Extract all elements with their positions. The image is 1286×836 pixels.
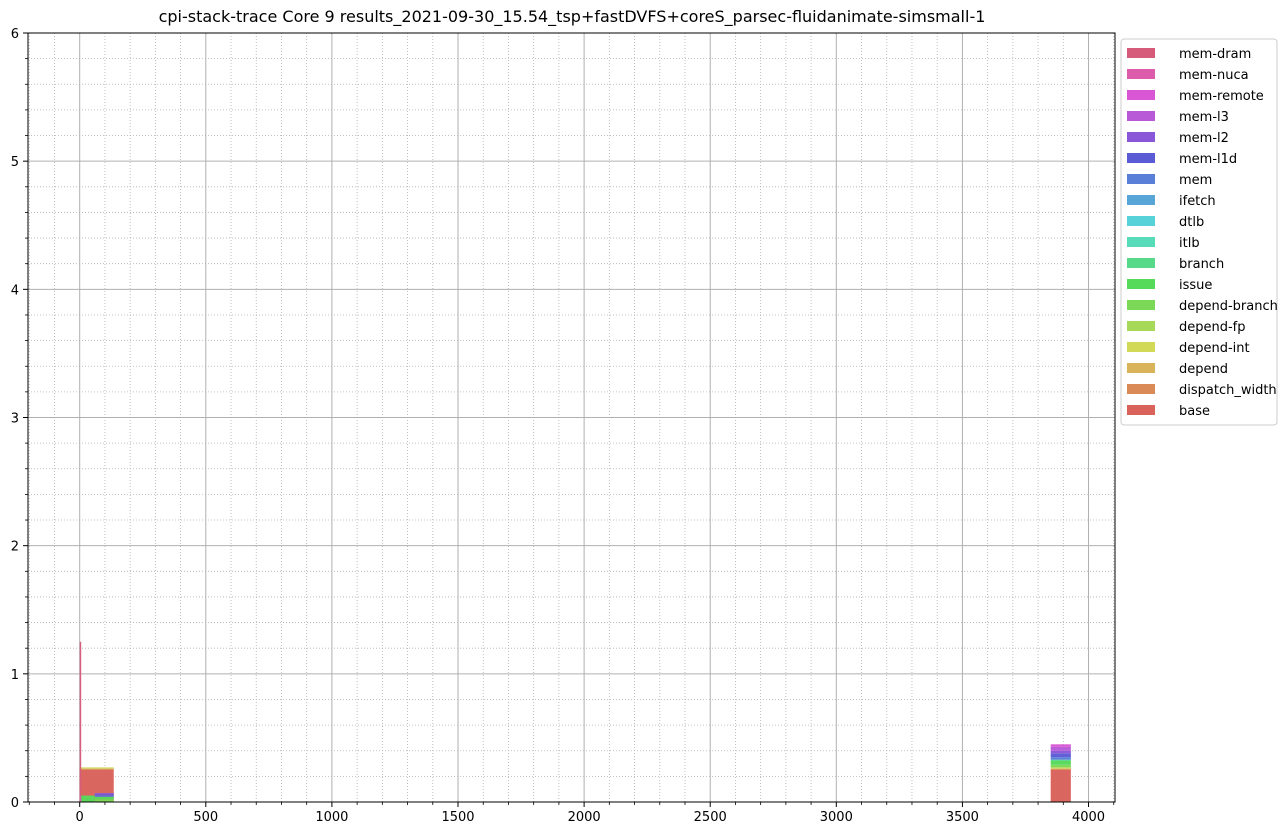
area-segment-mem-nuca: [79, 795, 82, 802]
x-tick-label: 0: [76, 810, 84, 825]
x-tick-label: 1500: [441, 810, 474, 825]
legend-label: issue: [1179, 278, 1212, 293]
legend: mem-dram mem-nuca mem-remote mem-l3 mem-l2 me…: [1120, 38, 1278, 426]
legend-swatch: [1127, 132, 1155, 142]
legend-swatch: [1127, 216, 1155, 226]
legend-swatch: [1127, 342, 1155, 352]
area-segment-issue: [80, 795, 95, 802]
legend-swatch: [1127, 90, 1155, 100]
legend-label: depend-fp: [1179, 320, 1246, 335]
legend-label: mem-l2: [1179, 131, 1229, 146]
major-grid: [28, 32, 1115, 803]
legend-swatch: [1127, 405, 1155, 415]
x-tick-label: 2000: [568, 810, 601, 825]
legend-swatch: [1127, 363, 1155, 373]
legend-swatch: [1127, 111, 1155, 121]
legend-label: dispatch_width: [1179, 383, 1277, 398]
area-segment-mem-l2: [94, 793, 114, 795]
legend-swatch: [1127, 69, 1155, 79]
legend-label: itlb: [1179, 236, 1200, 251]
legend-label: mem: [1179, 173, 1212, 188]
y-tick-label: 4: [11, 283, 19, 298]
legend-label: branch: [1179, 257, 1224, 272]
legend-label: mem-dram: [1179, 47, 1251, 62]
y-tick-label: 1: [11, 668, 19, 683]
legend-label: ifetch: [1179, 194, 1216, 209]
legend-label: base: [1179, 404, 1210, 419]
area-segment-depend-branch: [1050, 764, 1071, 768]
legend-swatch: [1127, 384, 1155, 394]
axis-ticks: 0 500 1000 1500 2000 2500 3000 3500 4000 0 1 2 3 4 5 6: [11, 27, 1115, 825]
area-segment-dispatch_width: [79, 768, 114, 770]
y-tick-label: 2: [11, 540, 19, 555]
legend-swatch: [1127, 237, 1155, 247]
chart-title: cpi-stack-trace Core 9 results_2021-09-3…: [159, 7, 986, 27]
legend-label: mem-nuca: [1179, 68, 1249, 83]
area-segment-depend-int: [79, 767, 114, 769]
area-segment-mem-l2: [1050, 750, 1071, 754]
area-segment-mem: [94, 795, 114, 797]
legend-label: dtlb: [1179, 215, 1204, 230]
y-tick-label: 3: [11, 412, 19, 427]
area-segment-issue: [94, 796, 114, 800]
area-segment-mem-l3: [1050, 746, 1071, 751]
area-segment-dispatch_width: [1050, 768, 1071, 770]
x-tick-label: 3500: [946, 810, 979, 825]
legend-swatch: [1127, 153, 1155, 163]
area-segment-depend-int: [1050, 767, 1071, 769]
area-segment-branch: [1050, 759, 1071, 761]
y-tick-label: 6: [11, 27, 19, 42]
x-tick-label: 1000: [315, 810, 348, 825]
stacked-areas: [79, 641, 1071, 802]
legend-label: depend-branch: [1179, 299, 1278, 314]
legend-box: [1120, 38, 1278, 426]
legend-swatch: [1127, 174, 1155, 184]
legend-swatch: [1127, 48, 1155, 58]
y-tick-label: 0: [11, 796, 19, 811]
area-segment-mem-remote: [1050, 744, 1071, 747]
legend-swatch: [1127, 258, 1155, 268]
x-tick-label: 500: [193, 810, 218, 825]
area-segment-mem-l1d: [94, 794, 114, 796]
area-segment-mem: [1050, 757, 1071, 760]
area-segment-base: [1050, 769, 1071, 802]
legend-swatch: [1127, 279, 1155, 289]
legend-label: depend: [1179, 362, 1228, 377]
y-tick-label: 5: [11, 155, 19, 170]
legend-swatch: [1127, 195, 1155, 205]
area-segment-mem-l1d: [1050, 753, 1071, 758]
legend-label: mem-l3: [1179, 110, 1229, 125]
x-tick-label: 3000: [820, 810, 853, 825]
x-tick-label: 2500: [694, 810, 727, 825]
area-segment-mem-dram: [79, 641, 82, 796]
legend-swatch: [1127, 300, 1155, 310]
x-tick-label: 4000: [1072, 810, 1105, 825]
legend-label: depend-int: [1179, 341, 1250, 356]
legend-label: mem-l1d: [1179, 152, 1237, 167]
area-segment-depend-branch: [94, 799, 114, 802]
legend-label: mem-remote: [1179, 89, 1264, 104]
area-segment-issue: [1050, 760, 1071, 765]
legend-swatch: [1127, 321, 1155, 331]
